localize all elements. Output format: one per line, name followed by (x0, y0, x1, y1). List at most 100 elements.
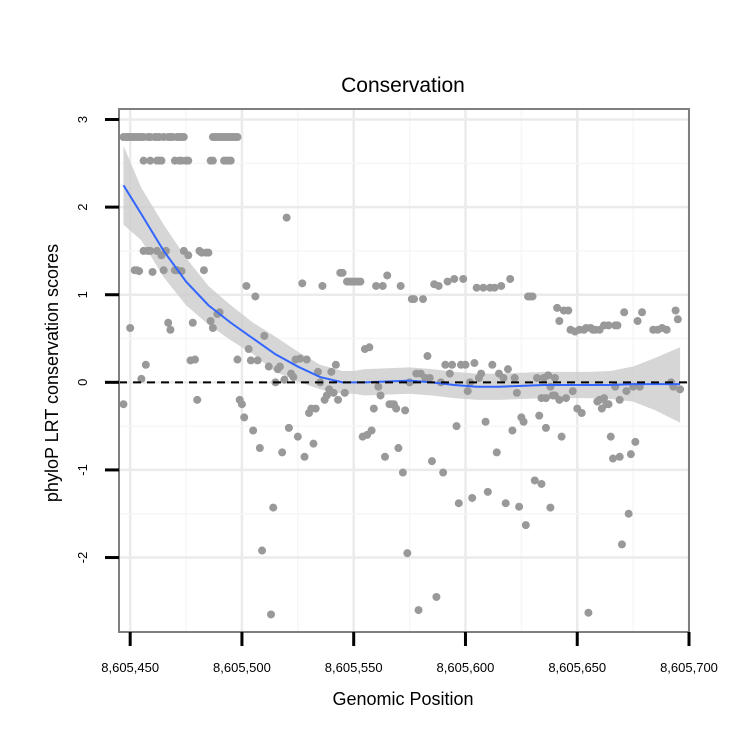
data-point (280, 375, 289, 384)
data-point (600, 394, 609, 403)
data-point (199, 266, 208, 275)
data-point (376, 391, 385, 400)
data-point (365, 343, 374, 352)
data-point (159, 266, 168, 275)
data-point (535, 411, 544, 420)
data-point (313, 367, 322, 376)
x-axis-label: Genomic Position (332, 689, 473, 709)
data-point (282, 213, 291, 222)
data-point (246, 356, 255, 365)
data-point (609, 454, 617, 463)
data-point (383, 271, 392, 280)
data-point (432, 592, 441, 601)
data-point (188, 318, 197, 327)
data-point (622, 387, 631, 396)
data-point (459, 274, 468, 283)
data-point (164, 318, 173, 327)
y-tick-label: 1 (75, 291, 90, 298)
data-point (367, 426, 376, 435)
x-tick-label: 8,605,650 (548, 660, 606, 675)
y-tick-label: 0 (75, 379, 90, 386)
data-point (555, 395, 564, 404)
y-tick-label: -2 (75, 552, 90, 564)
data-point (372, 281, 381, 290)
data-point (414, 606, 423, 615)
data-point (403, 549, 412, 558)
data-point (615, 452, 624, 461)
data-point (497, 281, 506, 290)
data-point (676, 385, 685, 394)
data-point (401, 406, 410, 415)
data-point (503, 365, 512, 374)
data-point (369, 404, 378, 413)
data-point (269, 503, 278, 512)
data-point (638, 308, 647, 317)
data-point (510, 373, 519, 382)
data-point (378, 281, 387, 290)
data-point (492, 448, 501, 457)
data-point (620, 308, 629, 317)
data-point (396, 281, 405, 290)
data-point (296, 354, 305, 363)
data-point (470, 359, 479, 368)
data-point (334, 395, 343, 404)
data-point (338, 268, 347, 277)
data-point (568, 387, 577, 396)
data-point (275, 362, 284, 371)
data-point (258, 546, 267, 555)
data-point (606, 432, 615, 441)
data-point (284, 423, 293, 432)
data-point (490, 283, 499, 292)
data-point (206, 317, 215, 326)
data-point (550, 373, 559, 382)
x-tick-label: 8,605,700 (660, 660, 718, 675)
data-point (184, 156, 193, 165)
data-point (544, 371, 553, 380)
data-point (443, 277, 452, 286)
data-point (148, 267, 157, 276)
data-point (555, 317, 564, 326)
data-point (631, 437, 640, 446)
data-point (434, 281, 443, 290)
data-point (179, 133, 188, 142)
data-point (506, 274, 515, 283)
x-tick-label: 8,605,550 (325, 660, 383, 675)
data-point (673, 315, 682, 324)
data-point (533, 373, 541, 382)
data-point (448, 360, 457, 369)
data-point (381, 452, 389, 461)
data-point (249, 426, 258, 435)
data-point (253, 356, 262, 365)
data-point (242, 281, 251, 290)
data-point (521, 521, 530, 530)
data-point (546, 382, 555, 391)
data-point (233, 133, 242, 142)
data-point (311, 404, 320, 413)
data-point (604, 321, 613, 330)
data-point (472, 283, 481, 292)
data-point (633, 317, 642, 326)
data-point (302, 355, 311, 364)
data-point (264, 362, 273, 371)
data-point (329, 388, 338, 397)
data-point (126, 324, 135, 333)
data-point (671, 306, 680, 315)
data-point (584, 608, 593, 617)
data-point (445, 369, 454, 378)
data-point (439, 468, 448, 477)
data-point (427, 457, 436, 466)
data-point (394, 444, 403, 453)
data-point (398, 468, 407, 477)
data-point (289, 373, 298, 382)
data-point (477, 369, 486, 378)
y-tick-label: 3 (75, 116, 90, 123)
data-point (481, 417, 490, 426)
data-point (423, 352, 432, 361)
data-point (267, 610, 275, 619)
data-point (483, 487, 492, 496)
data-point (278, 448, 287, 457)
x-tick-label: 8,605,450 (101, 660, 159, 675)
data-point (141, 360, 150, 369)
x-tick-label: 8,605,500 (213, 660, 271, 675)
data-point (340, 388, 349, 397)
